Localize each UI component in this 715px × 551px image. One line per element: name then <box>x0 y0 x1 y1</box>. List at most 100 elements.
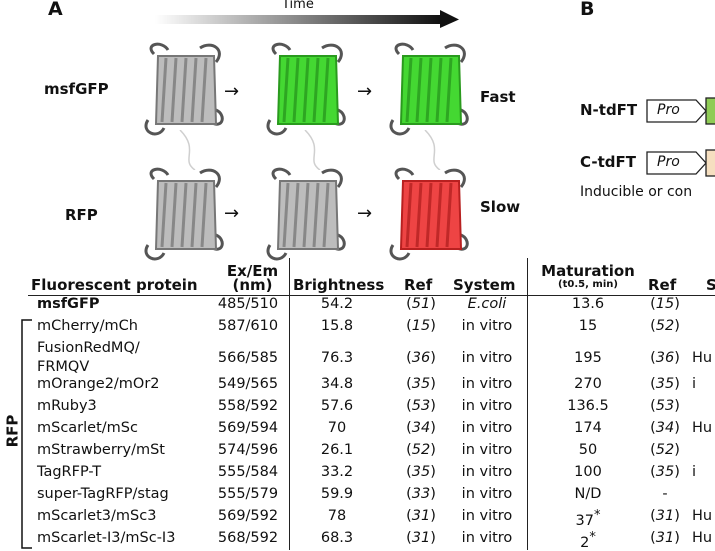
time-arrow <box>155 10 459 28</box>
header-exem-top: Ex/Em <box>226 262 279 280</box>
slow-label: Slow <box>480 198 521 216</box>
ex-em-value: 555/584 <box>217 464 279 480</box>
panel-a-letter: A <box>48 0 63 20</box>
system-value: in vitro <box>461 350 513 366</box>
header-s-truncated: S <box>706 276 715 294</box>
maturation-value: 195 <box>574 350 602 366</box>
header-protein: Fluorescent protein <box>31 276 198 294</box>
ref2-value: (35) <box>650 376 680 392</box>
header-maturation-sub: (t0.5, min) <box>558 279 618 290</box>
system-value: E.coli <box>467 296 507 312</box>
maturation-value: 50 <box>578 442 598 458</box>
ex-em-value: 569/592 <box>217 508 279 524</box>
fast-label: Fast <box>480 88 516 106</box>
ref2-value: (53) <box>650 398 680 414</box>
ex-em-value: 558/592 <box>217 398 279 414</box>
column-divider-2 <box>527 258 528 550</box>
rfp-bracket <box>21 319 32 549</box>
maturation-value: 270 <box>574 376 602 392</box>
ex-em-value: 569/594 <box>217 420 279 436</box>
panel-b-letter: B <box>580 0 595 20</box>
n-tdft-label: N-tdFT <box>580 101 638 119</box>
ref-value: (31) <box>406 530 436 546</box>
column-divider-1 <box>289 258 290 550</box>
brightness-value: 15.8 <box>320 318 354 334</box>
header-maturation: Maturation <box>541 262 635 280</box>
msfgfp-row-label: msfGFP <box>44 80 109 98</box>
maturation-value: N/D <box>574 486 602 502</box>
msfgfp-barrel-3 <box>389 42 469 136</box>
brightness-value: 34.8 <box>320 376 354 392</box>
rfp-barrel-3 <box>389 167 469 261</box>
source-truncated: Hu <box>692 508 713 524</box>
brightness-value: 68.3 <box>320 530 354 546</box>
c-tdft-label: C-tdFT <box>580 153 636 171</box>
msfgfp-barrel-1 <box>144 42 224 136</box>
ref-value: (51) <box>406 296 436 312</box>
time-label: Time <box>282 0 314 12</box>
ref-value: (34) <box>406 420 436 436</box>
protein-name: mStrawberry/mSt <box>37 442 165 458</box>
maturation-value: 174 <box>574 420 602 436</box>
ex-em-value: 574/596 <box>217 442 279 458</box>
protein-name: mRuby3 <box>37 398 97 414</box>
system-value: in vitro <box>461 398 513 414</box>
arrow-right-icon: → <box>224 81 240 102</box>
brightness-value: 59.9 <box>320 486 354 502</box>
ex-em-value: 549/565 <box>217 376 279 392</box>
arrow-right-icon: → <box>357 203 373 224</box>
system-value: in vitro <box>461 508 513 524</box>
maturation-value: 15 <box>578 318 598 334</box>
maturation-value: 37* <box>575 508 601 529</box>
ex-em-value: 555/579 <box>217 486 279 502</box>
maturation-value: 136.5 <box>567 398 609 414</box>
ref2-value: (31) <box>650 530 680 546</box>
brightness-value: 76.3 <box>320 350 354 366</box>
c-tdft-pro-label: Pro <box>657 154 680 170</box>
source-truncated: i <box>692 376 697 392</box>
ex-em-value: 587/610 <box>217 318 279 334</box>
protein-name: mOrange2/mOr2 <box>37 376 160 392</box>
ref-value: (52) <box>406 442 436 458</box>
protein-name: mScarlet/mSc <box>37 420 138 436</box>
rfp-row-label: RFP <box>65 206 98 224</box>
protein-name: msfGFP <box>37 296 100 312</box>
rfp-barrel-1 <box>144 167 224 261</box>
linker-lines <box>179 130 441 170</box>
ref-value: (31) <box>406 508 436 524</box>
header-ref2: Ref <box>648 276 677 294</box>
system-value: in vitro <box>461 464 513 480</box>
protein-name-cont: FRMQV <box>37 359 90 375</box>
ex-em-value: 568/592 <box>217 530 279 546</box>
protein-name: mScarlet-I3/mSc-I3 <box>37 530 176 546</box>
protein-name: TagRFP-T <box>37 464 102 480</box>
ref2-value: (52) <box>650 442 680 458</box>
brightness-value: 78 <box>327 508 347 524</box>
ex-em-value: 566/585 <box>217 350 279 366</box>
brightness-value: 26.1 <box>320 442 354 458</box>
maturation-value: 100 <box>574 464 602 480</box>
protein-name: mScarlet3/mSc3 <box>37 508 157 524</box>
arrow-right-icon: → <box>357 81 373 102</box>
source-truncated: Hu <box>692 530 713 546</box>
n-tdft-promoter <box>646 97 715 125</box>
constructs-caption: Inducible or con <box>580 184 693 200</box>
system-value: in vitro <box>461 376 513 392</box>
protein-name: FusionRedMQ/ <box>37 340 140 356</box>
header-brightness: Brightness <box>293 276 385 294</box>
brightness-value: 33.2 <box>320 464 354 480</box>
n-tdft-pro-label: Pro <box>657 102 680 118</box>
system-value: in vitro <box>461 486 513 502</box>
protein-name: mCherry/mCh <box>37 318 138 334</box>
source-truncated: Hu <box>692 420 713 436</box>
header-rule <box>28 295 715 296</box>
protein-name: super-TagRFP/stag <box>37 486 169 502</box>
ref2-value: (31) <box>650 508 680 524</box>
ref-value: (35) <box>406 376 436 392</box>
system-value: in vitro <box>461 318 513 334</box>
ref-value: (35) <box>406 464 436 480</box>
header-ref: Ref <box>404 276 433 294</box>
brightness-value: 57.6 <box>320 398 354 414</box>
ref2-value: (36) <box>650 350 680 366</box>
ref-value: (33) <box>406 486 436 502</box>
